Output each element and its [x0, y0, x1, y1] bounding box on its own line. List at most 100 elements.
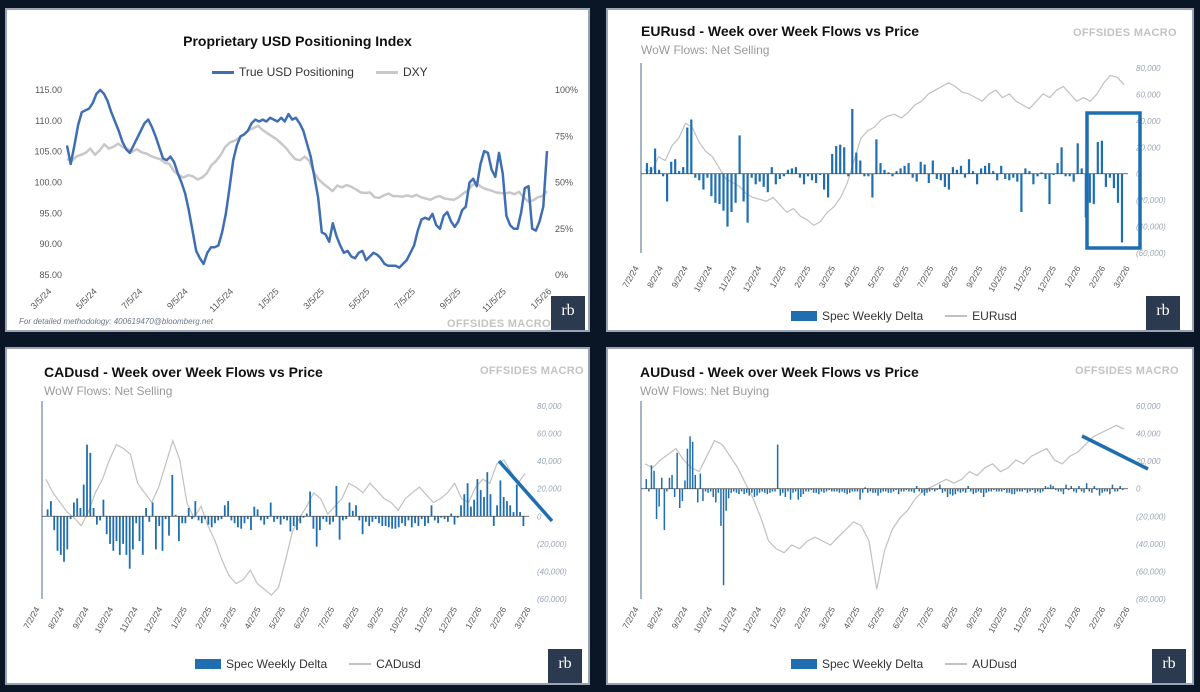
x-tick-label: 9/2/25 [964, 264, 985, 290]
bar [250, 516, 252, 531]
bar [827, 173, 830, 198]
bar [996, 173, 999, 181]
bar [859, 488, 861, 500]
bar [214, 516, 216, 524]
y-tick-label: (20,000) [1136, 196, 1166, 205]
bar [187, 508, 190, 517]
x-tick-label: 11/2/24 [716, 605, 739, 634]
bar [935, 173, 938, 179]
bar [867, 173, 870, 177]
bar [980, 168, 983, 174]
bar [279, 516, 282, 525]
bar [243, 516, 246, 524]
bar [802, 173, 806, 185]
bar [698, 173, 701, 181]
bar [823, 173, 826, 190]
bar [102, 499, 105, 517]
bar [509, 505, 512, 517]
bar [1092, 173, 1095, 205]
x-tick-label: 6/2/25 [890, 264, 911, 290]
legend-swatch-price [945, 663, 968, 665]
bar [148, 516, 151, 522]
bar [823, 488, 825, 493]
bar [1072, 173, 1075, 182]
series-line-price [644, 424, 1125, 590]
x-tick-label: 3/2/26 [512, 605, 533, 631]
bar [666, 488, 668, 492]
bar [877, 488, 879, 496]
bar [766, 173, 769, 193]
bar [512, 512, 515, 517]
bar [662, 173, 665, 177]
bar [269, 502, 272, 517]
bar [1096, 142, 1099, 174]
bar [1029, 488, 1031, 492]
bar [686, 127, 689, 174]
y-left-tick-label: 95.00 [39, 208, 62, 218]
bar [993, 488, 995, 491]
x-tick-label: 1/2/26 [1062, 264, 1083, 290]
bar [1013, 488, 1016, 495]
bar [332, 516, 334, 522]
bar [712, 488, 714, 497]
bar [59, 516, 62, 555]
legend-label-spec: Spec Weekly Delta [822, 657, 924, 671]
rb-logo: rb [1146, 296, 1180, 330]
bar [972, 488, 975, 495]
bar [988, 163, 991, 174]
bar [164, 516, 167, 520]
bar [897, 488, 900, 495]
bar [820, 488, 823, 492]
bar [1020, 173, 1023, 212]
bar [1037, 488, 1039, 492]
bar [476, 479, 479, 517]
bar [851, 109, 854, 174]
bar [365, 516, 367, 522]
bar [371, 516, 374, 522]
bar [335, 486, 338, 517]
bar [738, 488, 740, 495]
y-tick-label: (20,000) [1136, 512, 1166, 521]
bar [489, 494, 492, 517]
x-tick-label: 12/2/24 [741, 264, 764, 294]
legend-swatch-dxy [375, 70, 398, 74]
x-tick-label: 12/2/25 [1035, 605, 1058, 635]
bar [345, 516, 348, 520]
legend-label-spec: Spec Weekly Delta [822, 309, 924, 323]
x-tick-label: 3/2/25 [218, 605, 239, 631]
chart-subtitle: WoW Flows: Net Buying [640, 384, 770, 398]
bar [273, 516, 275, 522]
x-tick-label: 8/2/24 [645, 264, 666, 290]
bar [946, 488, 949, 497]
x-tick-label: 7/2/25 [915, 605, 936, 631]
series-line-price [644, 74, 1125, 227]
bar [679, 488, 681, 508]
y-right-tick-label: 100% [555, 85, 578, 95]
bar [761, 488, 763, 492]
bar [952, 488, 954, 496]
bar [992, 171, 995, 174]
y-left-tick-label: 115.00 [35, 85, 62, 95]
bar [727, 488, 730, 499]
bar [1060, 488, 1062, 492]
x-tick-label: 11/2/25 [1011, 605, 1034, 634]
chart-title: CADusd - Week over Week Flows vs Price [44, 364, 323, 380]
y-tick-label: 60,000 [1136, 402, 1161, 411]
bar [663, 488, 666, 531]
y-tick-label: (40,000) [537, 567, 567, 576]
bar [299, 516, 302, 524]
bar [96, 516, 98, 525]
bar [1000, 165, 1003, 174]
bar [984, 165, 987, 174]
bar [420, 516, 423, 520]
bar [812, 488, 815, 493]
x-tick-label: 3/2/26 [1111, 264, 1132, 290]
bar [887, 172, 890, 174]
y-tick-label: 80,000 [537, 402, 562, 411]
legend-label-positioning: True USD Positioning [239, 65, 354, 79]
bar [115, 516, 118, 542]
bar [750, 173, 753, 178]
x-tick-label: 7/2/25 [915, 264, 936, 290]
bar [1004, 173, 1007, 179]
bar [506, 501, 508, 517]
